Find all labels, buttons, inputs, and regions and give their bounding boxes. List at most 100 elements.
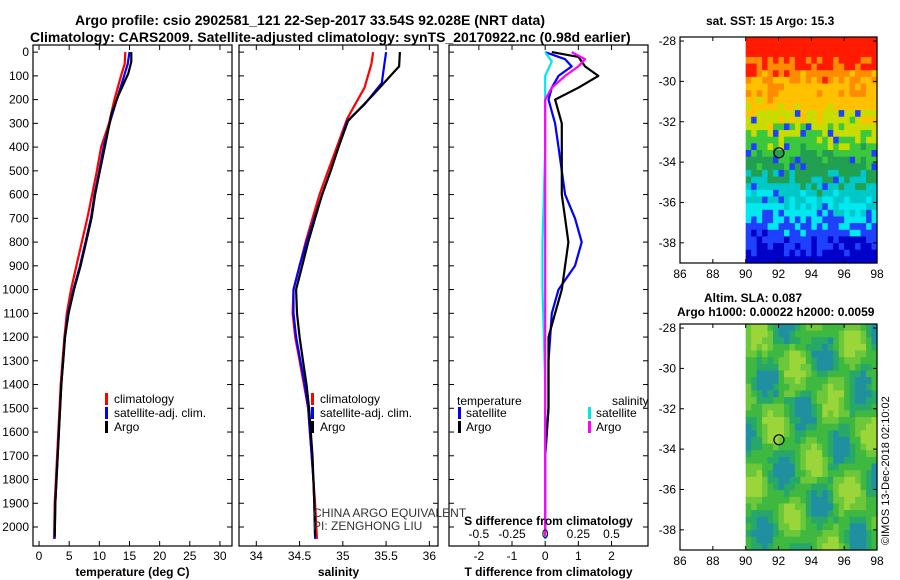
map-cell	[745, 370, 752, 378]
map-cell	[849, 417, 856, 425]
map-cell	[816, 357, 823, 365]
map-cell	[860, 496, 867, 505]
map-cell	[745, 123, 752, 131]
map-cell	[789, 370, 796, 378]
map-cell	[860, 536, 867, 544]
map-cell	[794, 37, 801, 45]
map-cell	[805, 50, 812, 58]
map-cell	[866, 530, 873, 538]
map-cell	[762, 476, 769, 485]
map-cell	[827, 96, 834, 105]
map-cell	[849, 176, 856, 184]
map-cell	[767, 223, 774, 231]
map-y-tick-label: -30	[659, 361, 677, 375]
map-cell	[773, 110, 780, 118]
map-cell	[811, 216, 818, 224]
map-cell	[789, 516, 796, 525]
map-cell	[866, 136, 873, 144]
map-cell	[838, 470, 845, 478]
map-cell	[838, 410, 845, 418]
map-cell	[833, 417, 840, 425]
map-cell	[789, 169, 796, 178]
map-cell	[871, 70, 878, 78]
map-cell	[844, 37, 851, 45]
map-cell	[762, 470, 769, 478]
map-cell	[767, 430, 774, 438]
map-cell	[756, 403, 763, 412]
map-cell	[855, 256, 862, 264]
map-cell	[833, 476, 840, 485]
map-cell	[838, 337, 845, 345]
map-cell	[751, 490, 758, 498]
map-cell	[794, 470, 801, 478]
map-cell	[811, 523, 818, 531]
map-cell	[794, 70, 801, 78]
map-cell	[783, 503, 791, 511]
map-cell	[756, 90, 763, 98]
map-cell	[871, 397, 878, 405]
map-cell	[762, 343, 769, 352]
map-cell	[816, 350, 823, 358]
map-cell	[871, 150, 878, 158]
sla-map-subtitle: Argo h1000: 0.00022 h2000: 0.0059	[677, 305, 875, 319]
x-tick-label: 0	[36, 549, 43, 563]
map-cell	[794, 223, 801, 231]
map-cell	[838, 343, 845, 352]
map-cell	[822, 83, 829, 91]
map-cell	[844, 143, 851, 151]
map-cell	[800, 456, 807, 465]
map-cell	[800, 403, 807, 412]
map-cell	[811, 350, 818, 358]
map-cell	[833, 496, 840, 505]
map-cell	[855, 496, 862, 505]
map-cell	[762, 403, 769, 412]
map-cell	[860, 90, 867, 98]
map-cell	[762, 76, 769, 85]
map-cell	[833, 343, 840, 352]
map-cell	[855, 437, 862, 445]
map-cell	[800, 503, 807, 511]
map-cell	[783, 76, 791, 85]
map-cell	[805, 410, 812, 418]
map-cell	[844, 189, 851, 198]
map-cell	[789, 50, 796, 58]
map-cell	[833, 50, 840, 58]
map-cell	[794, 496, 801, 505]
map-cell	[811, 470, 818, 478]
map-cell	[794, 423, 801, 431]
map-cell	[827, 516, 834, 525]
map-cell	[794, 530, 801, 538]
map-cell	[756, 116, 763, 125]
x-tick-label: 20	[153, 549, 167, 563]
map-cell	[751, 443, 758, 451]
map-cell	[773, 243, 780, 251]
map-cell	[762, 430, 769, 438]
map-cell	[866, 76, 873, 85]
map-cell	[756, 490, 763, 498]
map-cell	[838, 536, 845, 544]
map-cell	[800, 324, 807, 332]
map-cell	[822, 196, 829, 204]
legend-swatch	[311, 393, 314, 405]
map-cell	[849, 37, 856, 45]
map-cell	[816, 183, 823, 191]
map-cell	[789, 83, 796, 91]
map-cell	[844, 343, 851, 352]
map-cell	[844, 510, 851, 518]
map-cell	[827, 523, 834, 531]
map-cell	[751, 390, 758, 398]
map-cell	[849, 189, 856, 198]
map-cell	[756, 456, 763, 465]
map-cell	[789, 90, 796, 98]
map-cell	[778, 123, 785, 131]
map-cell	[827, 169, 834, 178]
map-cell	[800, 63, 807, 71]
map-cell	[866, 377, 873, 385]
map-cell	[778, 536, 785, 544]
map-cell	[794, 156, 801, 164]
map-cell	[805, 56, 812, 65]
map-cell	[778, 43, 785, 51]
map-cell	[855, 324, 862, 332]
map-cell	[838, 437, 845, 445]
map-cell	[871, 256, 878, 264]
